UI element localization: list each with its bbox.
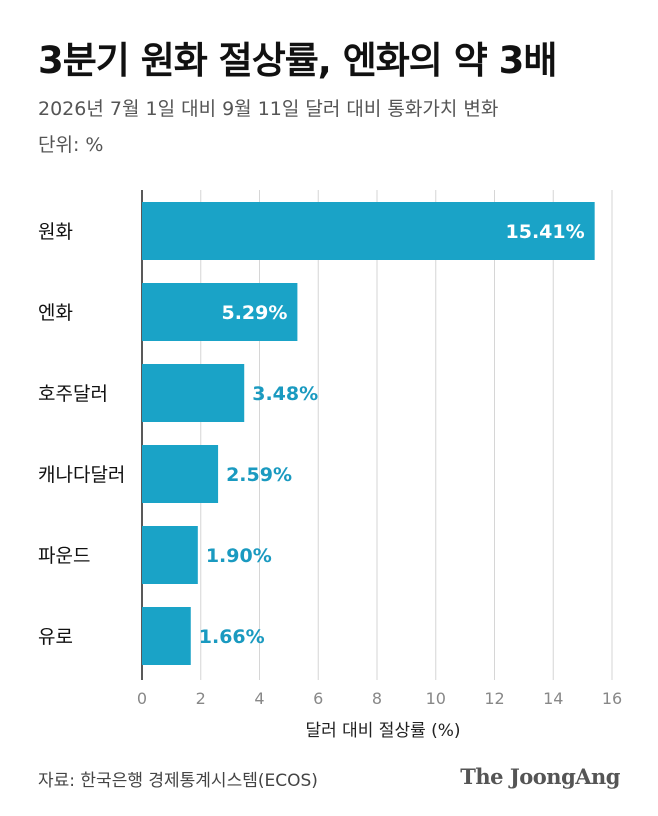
chart-subtitle: 2026년 7월 1일 대비 9월 11일 달러 대비 통화가치 변화 bbox=[38, 98, 499, 120]
bar bbox=[142, 202, 595, 260]
x-tick-label: 0 bbox=[137, 689, 147, 708]
category-label: 호주달러 bbox=[38, 383, 108, 405]
category-label: 유로 bbox=[38, 626, 73, 648]
unit-note: 단위: % bbox=[38, 134, 104, 156]
bars bbox=[142, 202, 595, 665]
bar bbox=[142, 364, 245, 422]
x-tick-label: 12 bbox=[484, 689, 504, 708]
value-label: 5.29% bbox=[221, 302, 287, 324]
x-axis-ticks: 0 2 4 6 8 10 12 14 16 bbox=[137, 689, 622, 708]
bar bbox=[142, 526, 198, 584]
chart-title: 3분기 원화 절상률, 엔화의 약 3배 bbox=[38, 39, 557, 82]
value-label: 1.90% bbox=[206, 545, 272, 567]
x-tick-label: 4 bbox=[254, 689, 264, 708]
bar-chart: 원화 15.41% 엔화 5.29% 호주달러 3.48% 캐나다달러 2.59% 파운드 1.9… bbox=[38, 190, 622, 741]
x-tick-label: 16 bbox=[602, 689, 622, 708]
source-note: 자료: 한국은행 경제통계시스템(ECOS) bbox=[38, 771, 318, 791]
category-label: 캐나다달러 bbox=[38, 464, 125, 486]
bar bbox=[142, 283, 298, 341]
x-tick-label: 6 bbox=[313, 689, 323, 708]
gridlines bbox=[141, 190, 613, 680]
value-label: 2.59% bbox=[226, 464, 292, 486]
publisher-logo: The JoongAng bbox=[460, 764, 620, 789]
value-label: 1.66% bbox=[199, 626, 265, 648]
value-label: 15.41% bbox=[506, 221, 585, 243]
category-label: 원화 bbox=[38, 221, 73, 243]
category-label: 파운드 bbox=[38, 545, 90, 567]
x-axis-title: 달러 대비 절상률 (%) bbox=[305, 721, 460, 741]
category-label: 엔화 bbox=[38, 302, 73, 324]
x-tick-label: 8 bbox=[372, 689, 382, 708]
value-label: 3.48% bbox=[252, 383, 318, 405]
x-tick-label: 10 bbox=[426, 689, 446, 708]
bar bbox=[142, 607, 191, 665]
bar bbox=[142, 445, 219, 503]
x-tick-label: 2 bbox=[196, 689, 206, 708]
x-tick-label: 14 bbox=[543, 689, 563, 708]
labels: 원화 15.41% 엔화 5.29% 호주달러 3.48% 캐나다달러 2.59% 파운드 1.9… bbox=[38, 221, 585, 648]
